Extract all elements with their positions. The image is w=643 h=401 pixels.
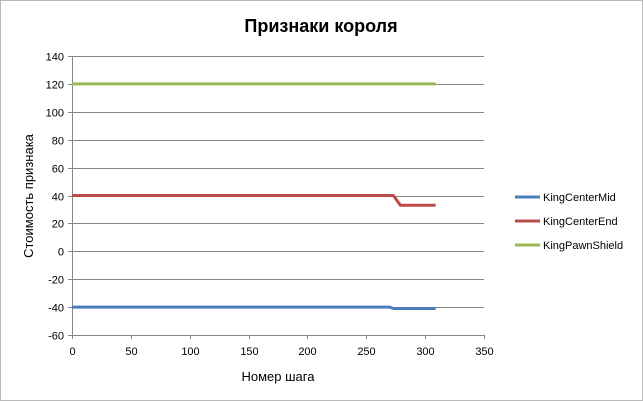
series-line-kingcenterend — [72, 194, 436, 207]
axes — [68, 56, 485, 339]
chart-title: Признаки короля — [244, 16, 397, 36]
x-tick-label: 150 — [240, 346, 258, 358]
y-tick-label: -40 — [48, 303, 64, 315]
y-tick-label: 40 — [52, 192, 64, 204]
y-tick-label: 60 — [52, 164, 64, 176]
y-tick-label: 0 — [58, 247, 64, 259]
legend-label: KingCenterMid — [543, 192, 616, 204]
legend: KingCenterMid KingCenterEnd KingPawnShield — [515, 192, 623, 252]
tick-labels: -60 -40 -20 0 20 40 60 80 100 120 140 0 50 100 150 200 2… — [46, 52, 494, 359]
y-tick-label: -60 — [48, 331, 64, 343]
series-line-kingcentermid — [72, 305, 436, 310]
y-tick-label: 120 — [46, 80, 64, 92]
x-tick-label: 250 — [357, 346, 375, 358]
x-tick-label: 200 — [298, 346, 316, 358]
x-axis-label: Номер шага — [242, 369, 316, 384]
y-tick-label: 140 — [46, 52, 64, 64]
y-axis-label: Стоимость признака — [21, 133, 36, 258]
y-tick-label: -20 — [48, 275, 64, 287]
y-tick-label: 80 — [52, 136, 64, 148]
y-tick-label: 100 — [46, 108, 64, 120]
x-tick-label: 300 — [416, 346, 434, 358]
series-lines — [72, 82, 436, 310]
x-tick-label: 350 — [475, 346, 493, 358]
legend-label: KingPawnShield — [543, 240, 623, 252]
legend-label: KingCenterEnd — [543, 216, 618, 228]
y-tick-label: 20 — [52, 219, 64, 231]
x-tick-label: 50 — [125, 346, 137, 358]
x-tick-label: 100 — [181, 346, 199, 358]
x-tick-label: 0 — [69, 346, 75, 358]
